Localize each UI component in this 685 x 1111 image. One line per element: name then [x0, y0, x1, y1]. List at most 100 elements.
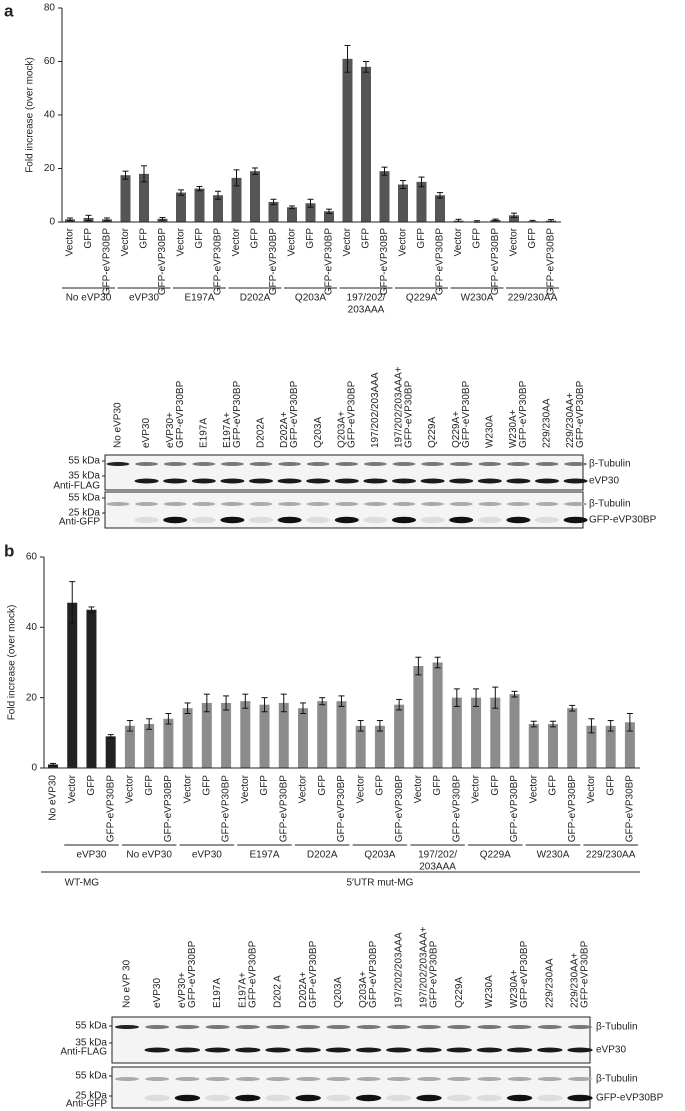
- x-tick-label: GFP-eVP30BP: [567, 775, 578, 843]
- lane-label: W230A: [484, 975, 495, 1008]
- band: [449, 502, 473, 506]
- band: [174, 1094, 201, 1102]
- blot-box: [111, 1016, 591, 1064]
- x-tick-label: Vector: [182, 774, 193, 803]
- band: [506, 516, 531, 524]
- marker-label: 55 kDa: [75, 1021, 107, 1032]
- band: [191, 478, 216, 484]
- bar: [213, 195, 223, 222]
- bar: [398, 184, 408, 222]
- lane-label: GFP-eVP30BP: [519, 940, 530, 1008]
- bar: [221, 702, 232, 768]
- band: [534, 516, 560, 524]
- band: [235, 1047, 261, 1053]
- bar: [297, 708, 308, 768]
- bar: [105, 736, 116, 768]
- band: [134, 516, 159, 524]
- bar: [163, 718, 174, 768]
- bar: [120, 175, 131, 222]
- lane-label: GFP-eVP30BP: [461, 380, 472, 448]
- lane-label: GFP-eVP30BP: [247, 940, 258, 1008]
- bar: [324, 211, 334, 222]
- band: [421, 462, 445, 466]
- band: [420, 478, 445, 484]
- band-label: GFP-eVP30BP: [589, 515, 657, 526]
- band: [478, 502, 502, 506]
- band: [506, 1047, 533, 1053]
- band: [416, 1094, 442, 1102]
- lane-label: Q203A: [313, 417, 324, 448]
- band: [249, 462, 273, 466]
- lane-label: eVP30: [152, 978, 163, 1008]
- band: [537, 1094, 563, 1102]
- bar: [48, 764, 58, 768]
- band: [567, 1047, 593, 1053]
- x-tick-label: GFP: [527, 228, 538, 249]
- x-tick-label: GFP-eVP30BP: [509, 775, 520, 843]
- band: [265, 1077, 291, 1081]
- group-label: W230A: [537, 850, 570, 861]
- band: [506, 1094, 533, 1102]
- band: [220, 516, 245, 524]
- group-label: eVP30: [76, 850, 106, 861]
- band: [563, 478, 588, 484]
- band: [477, 1025, 502, 1029]
- lane-label: GFP-eVP30BP: [187, 940, 198, 1008]
- band: [192, 502, 216, 506]
- bar: [67, 602, 78, 768]
- group-label: Q229A: [480, 850, 511, 861]
- band: [326, 1077, 351, 1081]
- x-tick-label: Vector: [125, 774, 136, 803]
- band: [535, 502, 559, 506]
- band: [506, 502, 530, 506]
- lane-label: GFP-eVP30BP: [232, 380, 243, 448]
- lane-label: GFP-eVP30BP: [346, 380, 357, 448]
- group-label: eVP30: [129, 293, 159, 304]
- band-label: eVP30: [589, 476, 619, 487]
- group-label: No eVP30: [66, 293, 112, 304]
- bar: [194, 188, 205, 222]
- band: [205, 1025, 230, 1029]
- lane-label: Q203A+: [358, 971, 369, 1008]
- x-tick-label: GFP: [86, 775, 97, 796]
- y-tick-label: 20: [44, 163, 56, 174]
- bar: [509, 694, 520, 768]
- band: [135, 462, 159, 466]
- band: [204, 1094, 231, 1102]
- band: [563, 516, 588, 524]
- antibody-label: Anti-FLAG: [53, 481, 100, 492]
- x-tick-label: Vector: [240, 774, 251, 803]
- bar: [86, 609, 97, 768]
- x-tick-label: GFP-eVP30BP: [379, 228, 390, 296]
- band: [355, 1047, 382, 1053]
- bar: [624, 722, 635, 768]
- band: [191, 516, 216, 524]
- band: [295, 1094, 321, 1102]
- bar: [490, 697, 501, 768]
- x-tick-label: GFP: [605, 775, 616, 796]
- band: [334, 478, 359, 484]
- band: [220, 502, 244, 506]
- group-label: E197A: [250, 850, 280, 861]
- band: [363, 502, 387, 506]
- x-tick-label: GFP: [250, 228, 261, 249]
- band: [163, 502, 187, 506]
- y-tick-label: 20: [26, 692, 38, 703]
- lane-label: 229/230AA: [544, 958, 555, 1008]
- x-tick-label: Vector: [298, 774, 309, 803]
- band: [174, 1047, 201, 1053]
- band: [335, 502, 359, 506]
- band: [355, 1094, 382, 1102]
- group-label: D202A: [307, 850, 338, 861]
- x-tick-label: Vector: [176, 227, 187, 256]
- band: [392, 462, 416, 466]
- band: [335, 462, 359, 466]
- lane-label: GFP-eVP30BP: [575, 380, 586, 448]
- lane-label: Q203A+: [336, 411, 347, 448]
- panel-letter: b: [4, 541, 14, 560]
- bar: [287, 207, 297, 222]
- lane-label: 197/202/203AAA+: [419, 926, 430, 1008]
- band: [477, 1077, 502, 1081]
- x-tick-label: GFP: [548, 775, 559, 796]
- bar: [394, 704, 405, 768]
